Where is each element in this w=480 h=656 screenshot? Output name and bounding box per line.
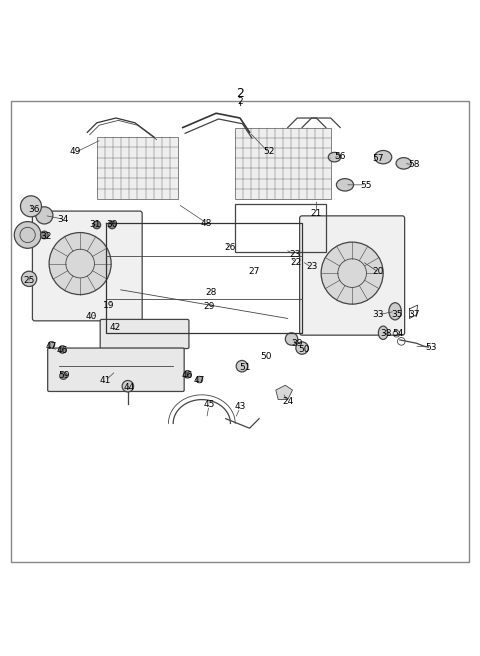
Polygon shape [276,385,292,400]
Ellipse shape [49,233,111,295]
Text: 33: 33 [372,310,384,319]
Text: 29: 29 [204,302,215,311]
Text: 23: 23 [306,262,317,272]
Text: 44: 44 [124,383,135,392]
Text: 26: 26 [225,243,236,253]
Ellipse shape [122,380,133,392]
Ellipse shape [108,221,116,229]
Ellipse shape [374,150,392,164]
Ellipse shape [48,341,55,348]
Text: 36: 36 [28,205,39,214]
Text: 58: 58 [408,160,420,169]
Text: 45: 45 [204,400,215,409]
Text: 30: 30 [107,220,118,230]
FancyBboxPatch shape [48,348,184,392]
Text: 2: 2 [236,87,244,100]
Text: 57: 57 [372,154,384,163]
Ellipse shape [328,152,341,162]
Text: 47: 47 [46,342,57,351]
FancyBboxPatch shape [300,216,405,335]
Text: 31: 31 [89,220,101,230]
Text: 55: 55 [360,181,372,190]
Text: 52: 52 [263,147,275,156]
Text: 32: 32 [41,232,52,241]
Bar [97,137,178,199]
Ellipse shape [236,360,248,372]
Text: 24: 24 [282,398,293,407]
Text: 28: 28 [205,288,217,297]
Text: 38: 38 [380,329,391,338]
Text: 42: 42 [109,323,120,331]
Text: 21: 21 [311,209,322,218]
Text: 19: 19 [103,300,115,310]
Text: 46: 46 [57,346,68,356]
Text: 49: 49 [70,147,81,156]
Ellipse shape [93,221,101,229]
Ellipse shape [296,342,308,354]
Text: 59: 59 [59,371,70,380]
Text: 39: 39 [291,338,303,348]
Ellipse shape [22,271,36,287]
Ellipse shape [389,302,401,320]
Ellipse shape [21,195,41,216]
Ellipse shape [60,372,67,380]
Text: 22: 22 [291,258,302,266]
Text: 40: 40 [85,312,97,321]
Text: 20: 20 [372,267,384,276]
Ellipse shape [184,371,192,378]
Text: 53: 53 [425,342,437,352]
Ellipse shape [14,222,41,249]
Text: 35: 35 [392,310,403,319]
Text: 51: 51 [239,363,251,372]
Text: 41: 41 [100,376,111,385]
Text: 2: 2 [237,97,243,106]
Bar [235,204,326,252]
FancyBboxPatch shape [33,211,142,321]
Text: 54: 54 [392,329,403,338]
Bar [235,127,331,199]
Ellipse shape [40,231,48,239]
Ellipse shape [59,346,66,354]
Text: 43: 43 [234,402,246,411]
Ellipse shape [321,242,383,304]
Text: 50: 50 [261,352,272,361]
Text: 56: 56 [335,152,346,161]
Ellipse shape [196,376,203,383]
Ellipse shape [396,157,411,169]
Ellipse shape [336,178,354,191]
Ellipse shape [285,333,298,345]
Text: 48: 48 [201,218,212,228]
Text: 47: 47 [194,376,205,385]
Text: 50: 50 [299,345,310,354]
FancyBboxPatch shape [100,319,189,348]
Text: 23: 23 [289,249,300,258]
Text: 37: 37 [408,310,420,319]
Text: 46: 46 [182,371,193,380]
Ellipse shape [378,326,388,339]
Text: 34: 34 [58,215,69,224]
Ellipse shape [36,207,53,224]
Text: 27: 27 [249,267,260,276]
Text: 25: 25 [24,276,35,285]
